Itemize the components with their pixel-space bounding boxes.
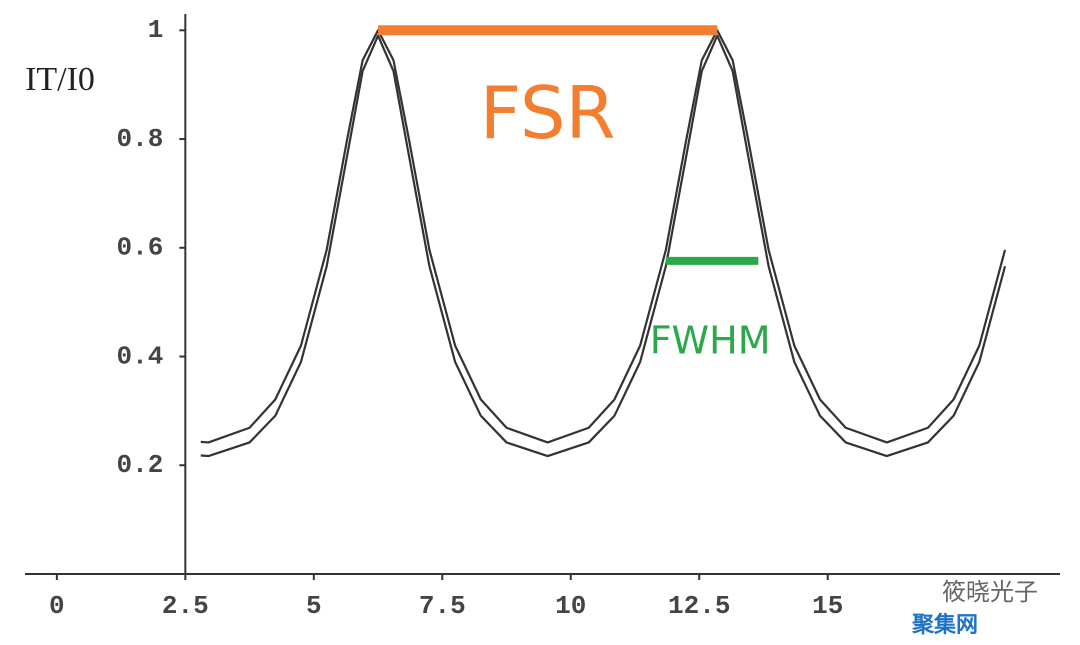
watermark-name: 筱晓光子: [942, 578, 1038, 606]
curve: [200, 34, 1007, 458]
y-tick-label: 0.8: [117, 124, 164, 154]
x-tick-label: 5: [306, 591, 322, 621]
x-tick-label: 10: [555, 591, 586, 621]
x-tick-label: 7.5: [419, 591, 466, 621]
x-tick-label: 2.5: [162, 591, 209, 621]
annotation-label: FSR: [480, 71, 616, 155]
y-tick-label: 0.6: [117, 233, 164, 263]
y-axis-label: IT/I0: [25, 61, 95, 98]
x-tick-label: 0: [49, 591, 65, 621]
annotation-label: FWHM: [650, 318, 771, 362]
y-tick-label: 0.2: [117, 450, 164, 480]
x-tick-label: 12.5: [668, 591, 730, 621]
curve: [200, 29, 1007, 444]
watermark-site: 聚集网: [911, 612, 978, 638]
x-tick-label: 15: [812, 591, 843, 621]
y-tick-label: 0.4: [117, 341, 164, 371]
y-tick-label: 1: [148, 15, 164, 45]
